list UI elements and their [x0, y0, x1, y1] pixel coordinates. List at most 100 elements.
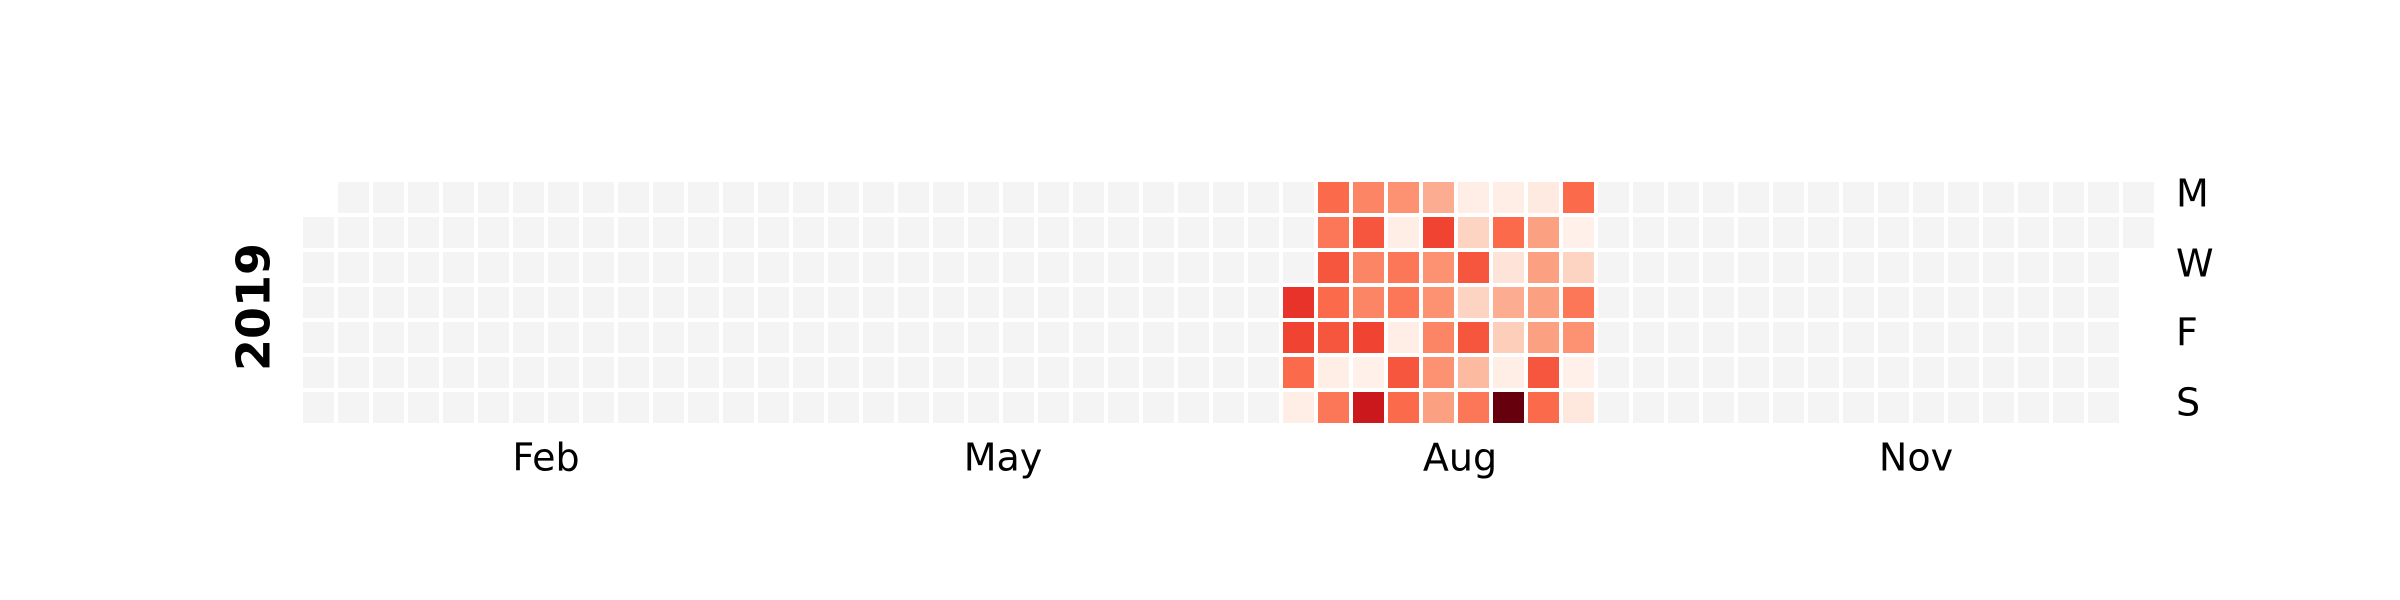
heatmap-cell-week-43-thu [1808, 287, 1839, 318]
heatmap-cell-week-48-thu [1983, 287, 2014, 318]
heatmap-cell-week-0-sun [303, 392, 334, 423]
day-label-sunday: S [2176, 381, 2200, 425]
heatmap-cell-week-20-mon [1003, 182, 1034, 213]
heatmap-cell-week-29-mon [1318, 182, 1349, 213]
heatmap-cell-week-10-tue [653, 217, 684, 248]
heatmap-cell-week-7-sat [548, 357, 579, 388]
heatmap-cell-week-45-tue [1878, 217, 1909, 248]
heatmap-cell-week-16-tue [863, 217, 894, 248]
heatmap-cell-week-41-tue [1738, 217, 1769, 248]
heatmap-cell-week-2-wed [373, 252, 404, 283]
heatmap-cell-week-48-mon [1983, 182, 2014, 213]
heatmap-cell-week-16-thu [863, 287, 894, 318]
heatmap-cell-week-16-wed [863, 252, 894, 283]
heatmap-cell-week-3-fri [408, 322, 439, 353]
heatmap-cell-week-28-thu [1283, 287, 1314, 318]
heatmap-cell-week-24-tue [1143, 217, 1174, 248]
heatmap-cell-week-31-sat [1388, 357, 1419, 388]
year-label: 2019 [227, 243, 281, 371]
heatmap-cell-week-4-mon [443, 182, 474, 213]
heatmap-cell-week-41-wed [1738, 252, 1769, 283]
heatmap-cell-week-25-fri [1178, 322, 1209, 353]
heatmap-cell-week-3-tue [408, 217, 439, 248]
heatmap-cell-week-12-mon [723, 182, 754, 213]
heatmap-cell-week-11-sat [688, 357, 719, 388]
heatmap-cell-week-12-wed [723, 252, 754, 283]
heatmap-cell-week-22-fri [1073, 322, 1104, 353]
heatmap-cell-week-18-tue [933, 217, 964, 248]
heatmap-cell-week-27-thu [1248, 287, 1279, 318]
heatmap-cell-week-26-sat [1213, 357, 1244, 388]
heatmap-cell-week-22-sun [1073, 392, 1104, 423]
heatmap-cell-week-11-wed [688, 252, 719, 283]
heatmap-cell-week-46-wed [1913, 252, 1944, 283]
heatmap-cell-week-24-wed [1143, 252, 1174, 283]
heatmap-cell-week-30-sat [1353, 357, 1384, 388]
heatmap-cell-week-32-fri [1423, 322, 1454, 353]
heatmap-cell-week-21-thu [1038, 287, 1069, 318]
heatmap-cell-week-11-mon [688, 182, 719, 213]
heatmap-cell-week-22-wed [1073, 252, 1104, 283]
heatmap-cell-week-5-fri [478, 322, 509, 353]
heatmap-cell-week-2-mon [373, 182, 404, 213]
heatmap-cell-week-46-sun [1913, 392, 1944, 423]
heatmap-cell-week-51-sat [2088, 357, 2119, 388]
heatmap-cell-week-13-sun [758, 392, 789, 423]
heatmap-cell-week-51-fri [2088, 322, 2119, 353]
heatmap-cell-week-13-tue [758, 217, 789, 248]
heatmap-cell-week-14-tue [793, 217, 824, 248]
heatmap-cell-week-37-sat [1598, 357, 1629, 388]
heatmap-cell-week-22-thu [1073, 287, 1104, 318]
heatmap-cell-week-39-sun [1668, 392, 1699, 423]
heatmap-cell-week-12-sun [723, 392, 754, 423]
heatmap-cell-week-34-fri [1493, 322, 1524, 353]
heatmap-cell-week-13-mon [758, 182, 789, 213]
heatmap-cell-week-49-mon [2018, 182, 2049, 213]
heatmap-cell-week-9-mon [618, 182, 649, 213]
heatmap-cell-week-47-mon [1948, 182, 1979, 213]
heatmap-cell-week-17-thu [898, 287, 929, 318]
heatmap-cell-week-12-thu [723, 287, 754, 318]
heatmap-cell-week-25-wed [1178, 252, 1209, 283]
heatmap-cell-week-9-thu [618, 287, 649, 318]
heatmap-cell-week-50-sun [2053, 392, 2084, 423]
heatmap-cell-week-22-sat [1073, 357, 1104, 388]
heatmap-cell-week-6-tue [513, 217, 544, 248]
heatmap-cell-week-24-fri [1143, 322, 1174, 353]
heatmap-cell-week-9-tue [618, 217, 649, 248]
heatmap-cell-week-31-mon [1388, 182, 1419, 213]
heatmap-cell-week-18-sun [933, 392, 964, 423]
heatmap-cell-week-21-tue [1038, 217, 1069, 248]
heatmap-cell-week-20-tue [1003, 217, 1034, 248]
heatmap-cell-week-36-sat [1563, 357, 1594, 388]
heatmap-cell-week-17-wed [898, 252, 929, 283]
heatmap-cell-week-7-fri [548, 322, 579, 353]
heatmap-cell-week-33-thu [1458, 287, 1489, 318]
heatmap-cell-week-24-sat [1143, 357, 1174, 388]
heatmap-cell-week-49-wed [2018, 252, 2049, 283]
heatmap-cell-week-45-mon [1878, 182, 1909, 213]
heatmap-cell-week-24-mon [1143, 182, 1174, 213]
heatmap-cell-week-22-mon [1073, 182, 1104, 213]
heatmap-cell-week-10-thu [653, 287, 684, 318]
heatmap-cell-week-29-wed [1318, 252, 1349, 283]
heatmap-cell-week-29-sat [1318, 357, 1349, 388]
heatmap-cell-week-19-sun [968, 392, 999, 423]
heatmap-cell-week-39-tue [1668, 217, 1699, 248]
heatmap-cell-week-40-wed [1703, 252, 1734, 283]
heatmap-cell-week-20-wed [1003, 252, 1034, 283]
heatmap-cell-week-38-fri [1633, 322, 1664, 353]
heatmap-cell-week-5-thu [478, 287, 509, 318]
heatmap-cell-week-18-fri [933, 322, 964, 353]
heatmap-cell-week-40-sun [1703, 392, 1734, 423]
heatmap-cell-week-14-mon [793, 182, 824, 213]
day-label-monday: M [2176, 172, 2209, 216]
heatmap-cell-week-47-fri [1948, 322, 1979, 353]
heatmap-cell-week-45-wed [1878, 252, 1909, 283]
heatmap-cell-week-6-wed [513, 252, 544, 283]
heatmap-cell-week-35-wed [1528, 252, 1559, 283]
heatmap-cell-week-17-sun [898, 392, 929, 423]
heatmap-cell-week-50-thu [2053, 287, 2084, 318]
heatmap-cell-week-35-tue [1528, 217, 1559, 248]
